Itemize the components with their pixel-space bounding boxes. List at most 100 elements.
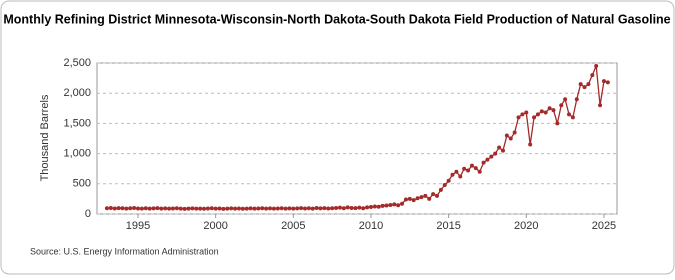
point bbox=[504, 133, 509, 138]
point bbox=[446, 178, 451, 183]
y-tick-label: 1,500 bbox=[63, 117, 91, 129]
point bbox=[396, 203, 401, 208]
point bbox=[341, 206, 346, 211]
point bbox=[302, 206, 307, 211]
x-tick-label: 2010 bbox=[359, 220, 383, 232]
point bbox=[423, 193, 428, 198]
point bbox=[415, 196, 420, 201]
point bbox=[186, 206, 191, 211]
point bbox=[252, 206, 257, 211]
x-tick-label: 2000 bbox=[203, 220, 227, 232]
point bbox=[112, 206, 117, 211]
point bbox=[372, 204, 377, 209]
point bbox=[500, 148, 505, 153]
point bbox=[493, 151, 498, 156]
point bbox=[271, 206, 276, 211]
point bbox=[559, 103, 564, 108]
point bbox=[419, 195, 424, 200]
x-tick-label: 2015 bbox=[436, 220, 460, 232]
point bbox=[388, 202, 393, 207]
point bbox=[598, 103, 603, 108]
point bbox=[380, 203, 385, 208]
point bbox=[442, 183, 447, 188]
point bbox=[221, 206, 226, 211]
point bbox=[512, 130, 517, 135]
point bbox=[567, 112, 572, 117]
point bbox=[601, 79, 606, 84]
point bbox=[240, 206, 245, 211]
point bbox=[202, 206, 207, 211]
point bbox=[295, 206, 300, 211]
point bbox=[586, 82, 591, 87]
point bbox=[434, 193, 439, 198]
point bbox=[524, 110, 529, 115]
point bbox=[233, 206, 238, 211]
point bbox=[244, 206, 249, 211]
point bbox=[167, 206, 172, 211]
y-tick-label: 0 bbox=[85, 208, 91, 220]
point bbox=[225, 206, 230, 211]
point bbox=[361, 206, 366, 211]
point bbox=[450, 172, 455, 177]
point bbox=[326, 206, 331, 211]
point bbox=[108, 205, 113, 210]
point bbox=[454, 169, 459, 174]
point bbox=[209, 206, 214, 211]
point bbox=[353, 206, 358, 211]
point bbox=[365, 205, 370, 210]
point bbox=[213, 206, 218, 211]
point bbox=[334, 205, 339, 210]
point bbox=[431, 192, 436, 197]
y-tick-label: 1,000 bbox=[63, 148, 91, 160]
point bbox=[438, 187, 443, 192]
point bbox=[229, 206, 234, 211]
point bbox=[264, 206, 269, 211]
x-tick-label: 2025 bbox=[592, 220, 616, 232]
point bbox=[427, 196, 432, 201]
point bbox=[349, 205, 354, 210]
point bbox=[178, 206, 183, 211]
y-axis-label: Thousand Barrels bbox=[39, 94, 51, 181]
y-tick-label: 500 bbox=[73, 178, 91, 190]
point bbox=[489, 154, 494, 159]
point bbox=[345, 205, 350, 210]
point bbox=[314, 205, 319, 210]
x-tick-label: 2005 bbox=[281, 220, 305, 232]
point bbox=[392, 202, 397, 207]
point bbox=[516, 115, 521, 120]
point bbox=[407, 196, 412, 201]
point bbox=[268, 206, 273, 211]
x-tick-label: 2020 bbox=[514, 220, 538, 232]
point bbox=[136, 206, 141, 211]
point bbox=[182, 206, 187, 211]
point bbox=[400, 201, 405, 206]
point bbox=[528, 142, 533, 147]
point bbox=[306, 206, 311, 211]
point bbox=[384, 203, 389, 208]
point bbox=[532, 115, 537, 120]
point bbox=[151, 206, 156, 211]
point bbox=[159, 206, 164, 211]
point bbox=[139, 206, 144, 211]
point bbox=[574, 97, 579, 102]
point bbox=[248, 206, 253, 211]
point bbox=[170, 206, 175, 211]
point bbox=[411, 198, 416, 203]
point bbox=[291, 206, 296, 211]
point bbox=[590, 73, 595, 78]
point bbox=[469, 163, 474, 168]
point bbox=[256, 206, 261, 211]
point bbox=[357, 205, 362, 210]
point bbox=[279, 206, 284, 211]
point bbox=[205, 206, 210, 211]
chart-title: Monthly Refining District Minnesota-Wisc… bbox=[3, 12, 670, 26]
point bbox=[376, 204, 381, 209]
point bbox=[287, 206, 292, 211]
point bbox=[594, 64, 599, 69]
point bbox=[543, 110, 548, 115]
point bbox=[283, 206, 288, 211]
point bbox=[563, 97, 568, 102]
point bbox=[403, 197, 408, 202]
